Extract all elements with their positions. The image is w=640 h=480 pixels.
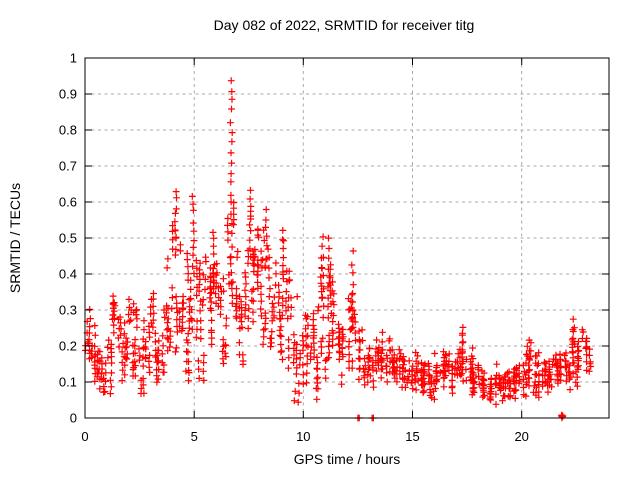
y-tick-label: 0.2	[59, 339, 77, 354]
x-axis-label: GPS time / hours	[294, 451, 401, 467]
plot-frame	[84, 57, 610, 419]
scatter-points-layer	[82, 77, 595, 422]
y-tick-label: 0.5	[59, 231, 77, 246]
y-tick-label: 0.4	[59, 267, 77, 282]
x-tick-label: 0	[81, 429, 88, 444]
y-tick-label: 0.8	[59, 123, 77, 138]
axis-ticks	[84, 57, 609, 419]
scatter-points	[82, 77, 595, 422]
y-tick-label: 0.9	[59, 87, 77, 102]
tick-labels: 0 5 10 15 20 0 0.1 0.2 0.3 0.4 0.5 0.6 0.7 0.8 0.9 1	[59, 51, 529, 445]
y-tick-label: 0.6	[59, 195, 77, 210]
y-tick-label: 0.7	[59, 159, 77, 174]
x-tick-label: 20	[514, 429, 528, 444]
x-tick-label: 5	[191, 429, 198, 444]
chart-title: Day 082 of 2022, SRMTID for receiver tit…	[214, 17, 475, 33]
y-tick-label: 0.1	[59, 375, 77, 390]
y-tick-label: 1	[70, 51, 77, 66]
x-tick-label: 10	[296, 429, 310, 444]
y-tick-label: 0.3	[59, 303, 77, 318]
y-axis-label: SRMTID / TECUs	[7, 183, 23, 293]
y-tick-label: 0	[70, 411, 77, 426]
x-tick-label: 15	[405, 429, 419, 444]
